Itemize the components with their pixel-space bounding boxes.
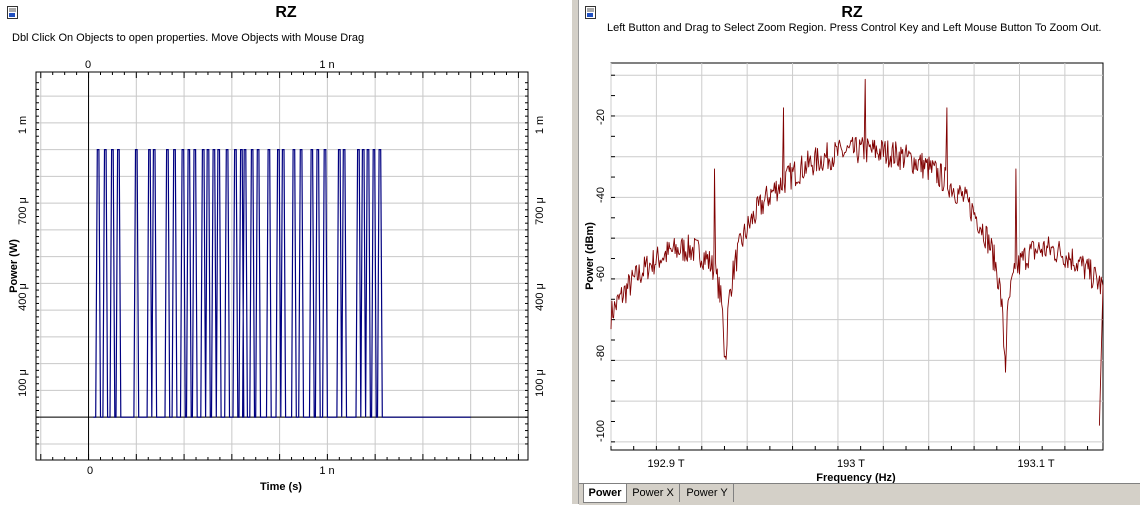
- document-icon: [585, 6, 596, 19]
- x-tick-bottom-0: 0: [87, 465, 93, 477]
- graph-title: RZ: [841, 4, 863, 21]
- y-tick-minus60: -60: [595, 266, 607, 282]
- view-tabs: Power Power X Power Y: [579, 483, 1140, 505]
- y-tick-minus100: -100: [595, 420, 607, 442]
- graph-hint: Left Button and Drag to Select Zoom Regi…: [607, 22, 1102, 34]
- left-graph-window[interactable]: RZ Dbl Click On Objects to open properti…: [0, 0, 573, 504]
- y-tick-left-1m: 1 m: [17, 116, 29, 134]
- x-tick-192.9T: 192.9 T: [647, 458, 684, 470]
- x-tick-top-0: 0: [85, 59, 91, 71]
- y-tick-right-700u: 700 μ: [534, 197, 546, 225]
- spectrum-trace: [610, 78, 1104, 426]
- graph-title: RZ: [275, 4, 297, 21]
- time-domain-plot[interactable]: 0 1 n 0 1 n Time (s) Power (W) 1 m 700 μ…: [0, 0, 572, 504]
- y-tick-minus40: -40: [595, 187, 607, 203]
- power-trace: [93, 149, 471, 418]
- tab-power-y[interactable]: Power Y: [681, 484, 734, 502]
- y-tick-left-100u: 100 μ: [17, 369, 29, 397]
- y-axis-label: Power (dBm): [584, 222, 596, 290]
- window-splitter[interactable]: [572, 0, 578, 504]
- x-tick-193.1T: 193.1 T: [1017, 458, 1054, 470]
- y-tick-right-400u: 400 μ: [534, 283, 546, 311]
- y-tick-left-400u: 400 μ: [17, 283, 29, 311]
- y-axis-label: Power (W): [8, 239, 20, 293]
- y-tick-left-700u: 700 μ: [17, 197, 29, 225]
- spectrum-plot[interactable]: -20 -40 -60 -80 -100 Power (dBm) 192.9 T…: [579, 0, 1140, 483]
- tab-power[interactable]: Power: [583, 484, 627, 503]
- minor-ticks: [610, 74, 1089, 450]
- y-tick-minus80: -80: [595, 345, 607, 361]
- x-tick-top-1n: 1 n: [319, 59, 334, 71]
- x-axis-label: Time (s): [260, 481, 302, 493]
- x-tick-193T: 193 T: [837, 458, 865, 470]
- y-tick-minus20: -20: [595, 109, 607, 125]
- x-tick-bottom-1n: 1 n: [319, 465, 334, 477]
- tab-power-x[interactable]: Power X: [627, 484, 680, 502]
- document-icon: [7, 6, 18, 19]
- graph-hint: Dbl Click On Objects to open properties.…: [12, 32, 365, 44]
- right-graph-window[interactable]: RZ Left Button and Drag to Select Zoom R…: [578, 0, 1140, 505]
- minor-ticks: [36, 72, 528, 460]
- x-axis-label: Frequency (Hz): [816, 472, 896, 483]
- y-tick-right-1m: 1 m: [534, 116, 546, 134]
- y-tick-right-100u: 100 μ: [534, 369, 546, 397]
